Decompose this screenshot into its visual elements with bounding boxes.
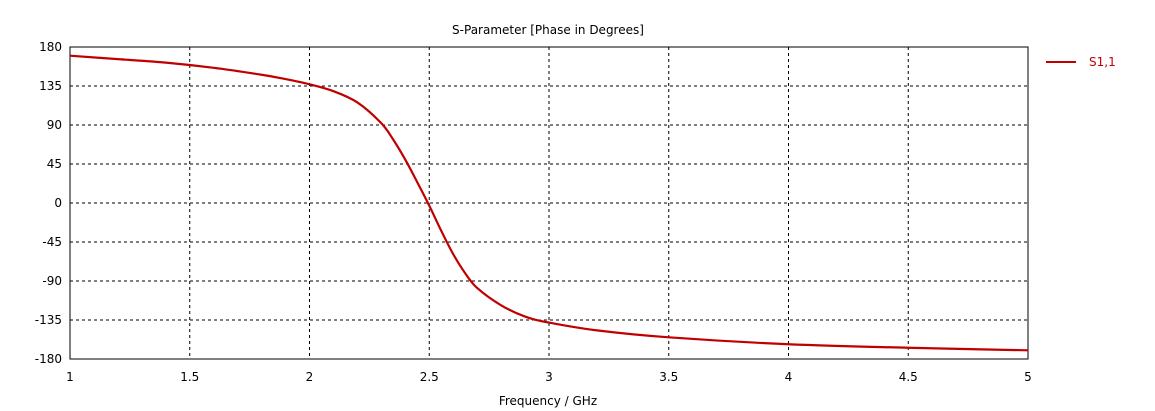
x-tick-label: 4 [785,370,793,384]
x-tick-label: 4.5 [899,370,918,384]
y-tick-label: 45 [47,157,62,171]
x-tick-label: 2 [306,370,314,384]
x-tick-label: 2.5 [420,370,439,384]
legend-label-s11: S1,1 [1089,55,1116,69]
x-tick-label: 1 [66,370,74,384]
y-tick-label: -135 [35,313,62,327]
grid-lines [70,47,1028,359]
y-tick-label: 135 [39,79,62,93]
y-tick-label: 0 [54,196,62,210]
x-tick-label: 3 [545,370,553,384]
legend: S1,1 [1046,55,1116,69]
y-tick-label: -180 [35,352,62,366]
x-tick-label: 3.5 [659,370,678,384]
y-axis-ticks: 180 135 90 45 0 -45 -90 -135 -180 [35,40,62,366]
chart-title: S-Parameter [Phase in Degrees] [452,23,644,37]
x-tick-label: 5 [1024,370,1032,384]
series-line-s11 [69,54,1029,352]
y-tick-label: -45 [42,235,62,249]
y-tick-label: 180 [39,40,62,54]
plot-frame [69,46,1029,360]
x-axis-ticks: 1 1.5 2 2.5 3 3.5 4 4.5 5 [66,370,1032,384]
x-tick-label: 1.5 [180,370,199,384]
x-axis-label: Frequency / GHz [499,394,597,408]
y-tick-label: 90 [47,118,62,132]
y-tick-label: -90 [42,274,62,288]
